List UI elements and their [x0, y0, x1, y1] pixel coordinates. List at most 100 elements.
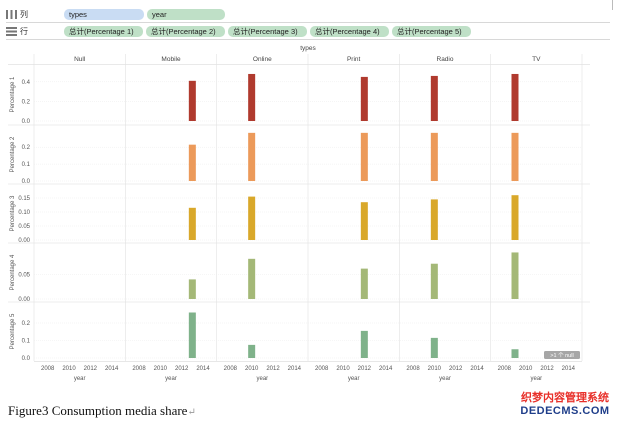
- bar: [512, 252, 519, 299]
- x-tick-label: 2010: [62, 366, 76, 372]
- bar: [361, 77, 368, 121]
- bar: [361, 133, 368, 181]
- x-axis-title: year: [439, 376, 451, 382]
- rows-shelf-label: 行: [20, 26, 64, 37]
- x-tick-label: 2010: [154, 366, 168, 372]
- x-axis-title: year: [530, 376, 542, 382]
- pill-types[interactable]: types: [64, 9, 144, 20]
- x-tick-label: 2010: [428, 366, 442, 372]
- figure-caption-text: Figure3 Consumption media share: [8, 403, 187, 418]
- y-tick-label: 0.4: [22, 80, 31, 86]
- y-tick-label: 0.2: [22, 145, 31, 151]
- pill-percentage-5[interactable]: 总计(Percentage 5): [392, 26, 471, 37]
- type-header: Print: [347, 56, 361, 63]
- bar: [361, 202, 368, 240]
- paragraph-mark: ↵: [187, 407, 195, 418]
- x-tick-label: 2012: [540, 366, 554, 372]
- columns-shelf-label: 列: [20, 9, 64, 20]
- bar: [431, 199, 438, 240]
- watermark: 织梦内容管理系统 DEDECMS.COM: [515, 389, 615, 417]
- row-axis-label: Percentage 4: [10, 254, 16, 290]
- x-axis-title: year: [256, 376, 268, 382]
- watermark-line-2: DEDECMS.COM: [515, 405, 615, 417]
- x-axis-title: year: [348, 376, 360, 382]
- x-tick-label: 2010: [336, 366, 350, 372]
- bar: [189, 279, 196, 299]
- x-tick-label: 2014: [288, 366, 302, 372]
- watermark-line-1: 织梦内容管理系统: [515, 389, 615, 405]
- pill-percentage-2[interactable]: 总计(Percentage 2): [146, 26, 225, 37]
- y-tick-label: 0.2: [22, 321, 31, 327]
- row-axis-label: Percentage 2: [10, 136, 16, 172]
- x-tick-label: 2014: [562, 366, 576, 372]
- type-header: TV: [532, 56, 541, 63]
- row-axis-label: Percentage 3: [10, 195, 16, 231]
- bar: [189, 208, 196, 240]
- rows-shelf[interactable]: 行 总计(Percentage 1) 总计(Percentage 2) 总计(P…: [6, 25, 610, 38]
- y-tick-label: 0.05: [18, 273, 30, 279]
- bar: [361, 331, 368, 358]
- y-tick-label: 0.15: [18, 196, 30, 202]
- y-tick-label: 0.1: [22, 162, 31, 168]
- bar: [248, 74, 255, 121]
- x-tick-label: 2008: [406, 366, 420, 372]
- x-tick-label: 2008: [224, 366, 238, 372]
- x-tick-label: 2008: [41, 366, 55, 372]
- row-axis-label: Percentage 5: [10, 313, 16, 349]
- columns-icon: [6, 10, 17, 19]
- figure-caption: Figure3 Consumption media share↵: [8, 403, 196, 419]
- null-badge-label: >1 个 null: [550, 352, 573, 359]
- row-axis-label: Percentage 1: [10, 76, 16, 112]
- x-tick-label: 2014: [105, 366, 119, 372]
- y-tick-label: 0.0: [22, 356, 31, 362]
- pill-year[interactable]: year: [147, 9, 225, 20]
- x-tick-label: 2014: [379, 366, 393, 372]
- type-header: Online: [253, 56, 272, 63]
- pill-percentage-4[interactable]: 总计(Percentage 4): [310, 26, 389, 37]
- y-tick-label: 0.05: [18, 224, 30, 230]
- type-header: Null: [74, 56, 86, 63]
- type-header: Mobile: [161, 56, 181, 63]
- bar: [512, 74, 519, 121]
- bar: [512, 133, 519, 181]
- y-tick-label: 0.0: [22, 119, 31, 125]
- x-tick-label: 2008: [315, 366, 329, 372]
- x-tick-label: 2008: [498, 366, 512, 372]
- pill-percentage-3[interactable]: 总计(Percentage 3): [228, 26, 307, 37]
- pill-percentage-1[interactable]: 总计(Percentage 1): [64, 26, 143, 37]
- shelf-divider: [6, 22, 610, 23]
- media-share-chart: types Null Mobile Online Print Radio TV 0.0 0.2 0…: [0, 40, 624, 386]
- bar: [248, 345, 255, 358]
- x-tick-label: 2014: [196, 366, 210, 372]
- x-tick-label: 2012: [84, 366, 98, 372]
- x-tick-label: 2010: [245, 366, 259, 372]
- column-header-title: types: [300, 45, 316, 52]
- bar: [431, 133, 438, 181]
- type-header: Radio: [437, 56, 454, 63]
- x-tick-label: 2012: [449, 366, 463, 372]
- y-tick-label: 0.10: [18, 210, 30, 216]
- x-tick-label: 2010: [519, 366, 533, 372]
- bar: [248, 133, 255, 181]
- columns-shelf[interactable]: 列 types year: [6, 8, 610, 21]
- x-tick-label: 2012: [358, 366, 372, 372]
- bar: [431, 264, 438, 299]
- y-tick-label: 0.1: [22, 339, 31, 345]
- x-tick-label: 2012: [175, 366, 189, 372]
- bar: [512, 349, 519, 358]
- rows-icon: [6, 27, 17, 36]
- bar: [512, 195, 519, 240]
- bar: [431, 76, 438, 121]
- page-edge-mark: [612, 0, 613, 10]
- bar: [248, 197, 255, 240]
- x-tick-label: 2012: [266, 366, 280, 372]
- x-axis-title: year: [165, 376, 177, 382]
- bar: [189, 81, 196, 121]
- bar: [189, 145, 196, 181]
- x-tick-label: 2008: [132, 366, 146, 372]
- x-axis-title: year: [74, 376, 86, 382]
- bar: [361, 269, 368, 299]
- bar: [189, 313, 196, 359]
- bar: [431, 338, 438, 358]
- x-tick-label: 2014: [470, 366, 484, 372]
